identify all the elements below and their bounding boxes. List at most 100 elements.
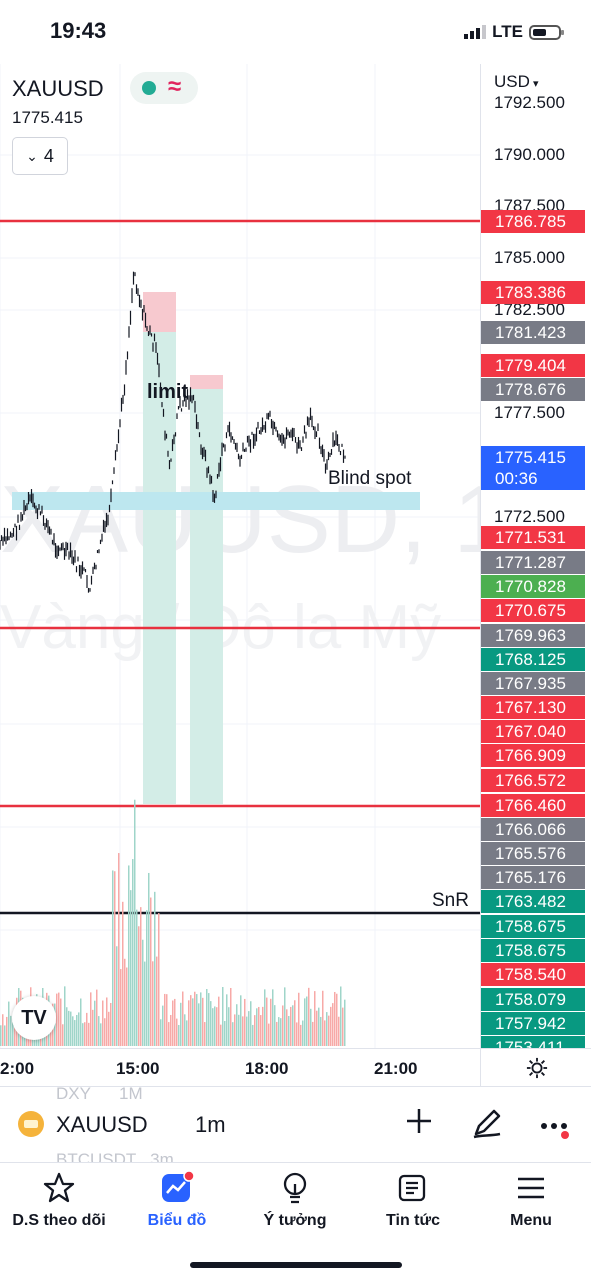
nav-item-chart[interactable]: Biểu đồ: [118, 1170, 236, 1230]
volume-bar: [66, 1007, 68, 1046]
volume-bar: [294, 1000, 296, 1046]
volume-bar: [198, 1003, 200, 1046]
volume-bar: [234, 1014, 236, 1046]
price-chart[interactable]: XAUUSD, 1 Vàng / Đô la Mỹ limit Blind sp…: [0, 64, 480, 1048]
volume-bar: [232, 1022, 234, 1046]
bottom-navigation: D.S theo dõi Biểu đồ Ý tưởng Tin tức Men…: [0, 1162, 591, 1281]
nav-item-watchlist[interactable]: D.S theo dõi: [0, 1171, 118, 1230]
nav-item-menu[interactable]: Menu: [472, 1171, 590, 1230]
volume-bar: [190, 995, 192, 1046]
indicator-count: 4: [43, 145, 54, 166]
volume-bar: [114, 871, 116, 1046]
chart-settings-button[interactable]: [480, 1048, 591, 1087]
symbol-toolbar: [0, 1086, 591, 1163]
volume-bar: [342, 1007, 344, 1046]
add-button[interactable]: [404, 1106, 434, 1141]
volume-bar: [118, 853, 120, 1046]
volume-bar: [4, 1025, 6, 1046]
price-tag: 1770.675: [481, 599, 585, 622]
volume-bar: [216, 1007, 218, 1046]
volume-bar: [260, 1015, 262, 1046]
battery-icon: [529, 24, 564, 40]
volume-bar: [326, 1012, 328, 1046]
chart-symbol[interactable]: XAUUSD: [12, 76, 104, 101]
chart-last-price: 1775.415: [12, 108, 83, 127]
volume-bar: [314, 991, 316, 1046]
volume-bar: [188, 1000, 190, 1046]
time-axis[interactable]: 2:00 15:00 18:00 21:00: [0, 1048, 480, 1087]
snr-label[interactable]: SnR: [432, 890, 469, 911]
wave-icon: ≈: [168, 73, 182, 100]
position-box-2-stop[interactable]: [190, 375, 223, 389]
symbol-search-button[interactable]: XAUUSD: [56, 1112, 148, 1137]
volume-bar: [94, 1000, 96, 1046]
volume-bar: [112, 870, 114, 1046]
volume-bar: [254, 1015, 256, 1046]
nav-item-ideas[interactable]: Ý tưởng: [236, 1171, 354, 1230]
volume-bar: [160, 1019, 162, 1046]
price-tag: 1758.675: [481, 915, 585, 938]
volume-bar: [2, 1014, 4, 1046]
volume-bar: [194, 991, 196, 1046]
volume-bar: [200, 992, 202, 1046]
news-icon: [398, 1174, 426, 1202]
volume-bar: [268, 1023, 270, 1046]
volume-bar: [226, 994, 228, 1046]
position-box-2-target[interactable]: [190, 389, 223, 804]
volume-bar: [264, 989, 266, 1046]
time-label: 15:00: [116, 1059, 160, 1078]
volume-bar: [176, 1018, 178, 1046]
price-tag: 1766.460: [481, 794, 585, 817]
blind-spot-zone[interactable]: [12, 492, 420, 510]
volume-bar: [310, 1008, 312, 1046]
volume-bar: [158, 913, 160, 1046]
volume-bar: [10, 1015, 12, 1046]
volume-bar: [220, 1024, 222, 1046]
volume-bar: [322, 990, 324, 1046]
position-box-1-stop[interactable]: [143, 292, 176, 332]
volume-bar: [8, 1001, 10, 1046]
volume-bar: [186, 1020, 188, 1046]
chevron-down-icon: ▾: [529, 78, 539, 90]
volume-bar: [336, 993, 338, 1046]
limit-label[interactable]: limit: [147, 381, 188, 403]
more-options-button[interactable]: [540, 1114, 574, 1145]
blind-spot-label[interactable]: Blind spot: [328, 468, 412, 489]
nav-label: Menu: [510, 1212, 552, 1229]
indicators-toggle-button[interactable]: ⌄ 4: [12, 137, 68, 175]
volume-bar: [196, 994, 198, 1046]
price-axis[interactable]: 1792.500 1790.000 1787.500 1785.000 1782.500…: [480, 64, 591, 1048]
lightbulb-icon: [283, 1172, 307, 1204]
price-level-label: 1772.500: [494, 507, 565, 526]
volume-bar: [98, 1016, 100, 1046]
volume-bar: [330, 1006, 332, 1046]
volume-bar: [320, 1016, 322, 1046]
position-box-1-target[interactable]: [143, 332, 176, 804]
volume-bar: [304, 998, 306, 1046]
pen-icon: [473, 1109, 501, 1139]
volume-bar: [274, 1005, 276, 1046]
price-candles: [0, 271, 346, 593]
currency-selector[interactable]: USD ▾: [494, 72, 538, 92]
volume-bar: [238, 1014, 240, 1046]
status-indicators: LTE: [464, 22, 564, 42]
volume-bar: [116, 946, 118, 1046]
drawing-tools-button[interactable]: [470, 1106, 504, 1145]
volume-bar: [0, 1025, 2, 1046]
volume-bar: [214, 1006, 216, 1046]
volume-bar: [184, 1014, 186, 1046]
nav-item-news[interactable]: Tin tức: [354, 1171, 472, 1230]
interval-button[interactable]: 1m: [195, 1112, 226, 1137]
tradingview-logo-icon[interactable]: TV: [12, 996, 56, 1040]
volume-bar: [170, 1014, 172, 1046]
volume-bar: [240, 995, 242, 1046]
volume-bar: [140, 907, 142, 1046]
volume-bar: [218, 996, 220, 1046]
volume-bar: [334, 991, 336, 1046]
price-level-label: 1792.500: [494, 93, 565, 112]
volume-bar: [148, 872, 150, 1046]
volume-bar: [110, 1002, 112, 1046]
market-status-pill[interactable]: ≈: [130, 72, 198, 104]
volume-bar: [224, 1021, 226, 1046]
volume-bar: [292, 1005, 294, 1046]
